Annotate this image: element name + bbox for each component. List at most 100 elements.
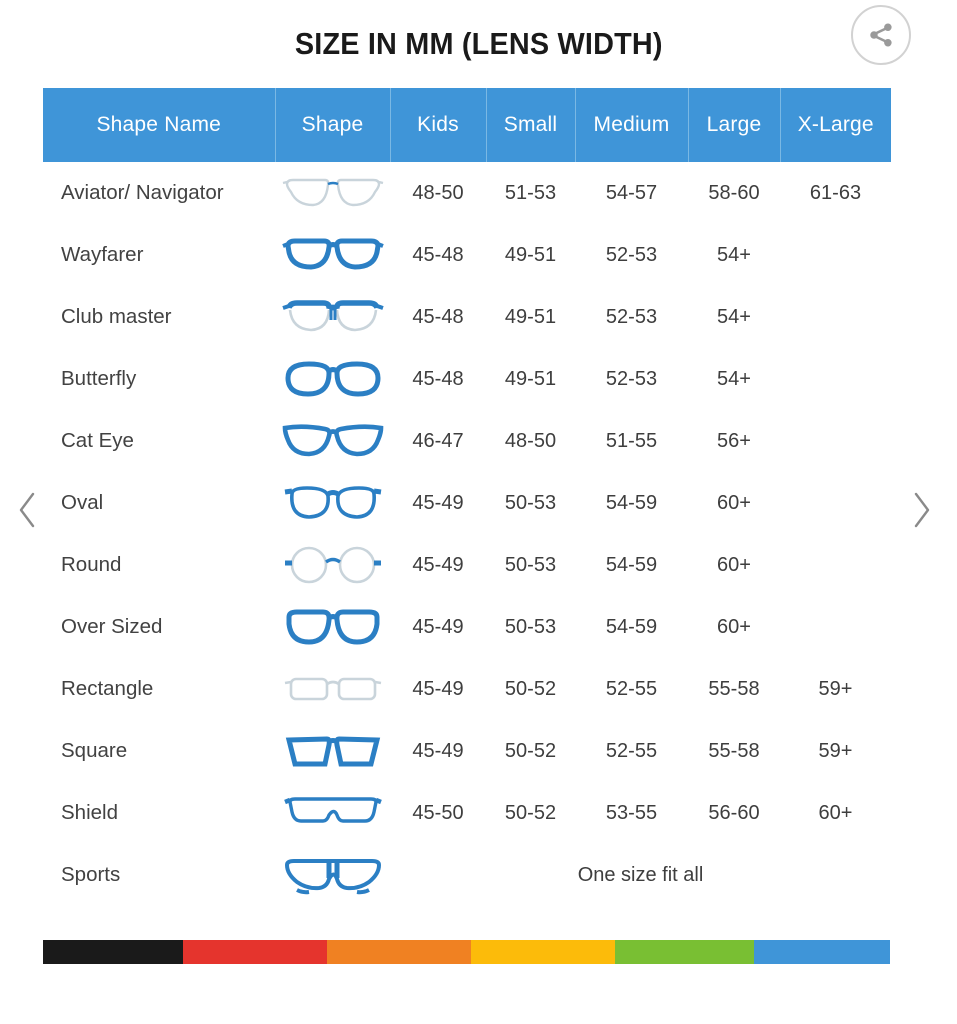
large-size-cell: 54+ bbox=[717, 305, 751, 328]
shape-name-cell: Cat Eye bbox=[61, 429, 134, 452]
size-table-container: Shape Name Shape Kids Small Medium Large… bbox=[43, 88, 891, 906]
large-size-cell: 55-58 bbox=[708, 677, 760, 700]
xlarge-size-cell bbox=[780, 286, 891, 348]
kids-size-cell: 45-50 bbox=[412, 801, 464, 824]
color-accent-bar bbox=[43, 940, 890, 964]
shape-icon-cell bbox=[275, 844, 390, 906]
column-header-large[interactable]: Large bbox=[688, 88, 781, 162]
small-size-cell: 49-51 bbox=[504, 305, 557, 328]
shape-name-cell: Shield bbox=[61, 801, 118, 824]
shape-name-cell: Aviator/ Navigator bbox=[61, 181, 224, 204]
table-row: Rectangle 45-49 50-52 52-55 55-58 59+ bbox=[43, 658, 891, 720]
medium-size-cell: 52-53 bbox=[605, 243, 658, 266]
glasses-round-icon bbox=[281, 546, 385, 584]
small-size-cell: 50-53 bbox=[504, 553, 557, 576]
xlarge-size-cell: 59+ bbox=[818, 677, 853, 700]
glasses-square-icon bbox=[281, 736, 385, 767]
column-header-shape[interactable]: Shape bbox=[275, 88, 391, 162]
table-header-row: Shape Name Shape Kids Small Medium Large… bbox=[43, 88, 891, 162]
glasses-rectangle-icon bbox=[281, 677, 385, 701]
medium-size-cell: 53-55 bbox=[605, 801, 658, 824]
large-size-cell: 56-60 bbox=[708, 801, 760, 824]
small-size-cell: 50-52 bbox=[504, 801, 557, 824]
small-size-cell: 50-53 bbox=[504, 491, 557, 514]
glasses-aviator-icon bbox=[281, 178, 385, 207]
shape-name-cell: Square bbox=[61, 739, 128, 762]
kids-size-cell: 45-49 bbox=[412, 553, 464, 576]
shape-icon-cell bbox=[275, 534, 390, 596]
medium-size-cell: 52-55 bbox=[605, 677, 658, 700]
xlarge-size-cell bbox=[780, 472, 891, 534]
kids-size-cell: 45-48 bbox=[412, 367, 464, 390]
large-size-cell: 55-58 bbox=[708, 739, 760, 762]
chevron-right-icon bbox=[909, 488, 935, 537]
glasses-oval-icon bbox=[281, 486, 385, 519]
medium-size-cell: 54-59 bbox=[605, 553, 658, 576]
carousel-next-button[interactable] bbox=[901, 482, 943, 542]
glasses-shield-icon bbox=[281, 797, 385, 823]
xlarge-size-cell: 61-63 bbox=[809, 181, 862, 204]
shape-icon-cell bbox=[275, 224, 390, 286]
large-size-cell: 60+ bbox=[717, 553, 751, 576]
carousel-prev-button[interactable] bbox=[6, 482, 48, 542]
column-header-xlarge[interactable]: X-Large bbox=[797, 113, 874, 136]
glasses-oversized-icon bbox=[281, 609, 385, 645]
large-size-cell: 54+ bbox=[717, 243, 751, 266]
table-row: Sports One size fit all bbox=[43, 844, 891, 906]
shape-name-cell: Sports bbox=[61, 863, 121, 886]
color-segment-black bbox=[43, 940, 183, 964]
color-segment-blue bbox=[754, 940, 890, 964]
shape-name-cell: Rectangle bbox=[61, 677, 154, 700]
large-size-cell: 58-60 bbox=[708, 181, 760, 204]
color-segment-red bbox=[182, 940, 327, 964]
xlarge-size-cell: 59+ bbox=[818, 739, 853, 762]
shape-icon-cell bbox=[275, 162, 390, 224]
glasses-wayfarer-icon bbox=[281, 238, 385, 270]
kids-size-cell: 45-49 bbox=[412, 615, 464, 638]
table-row: Butterfly 45-48 49-51 52-53 54+ bbox=[43, 348, 891, 410]
page-title: SIZE IN MM (LENS WIDTH) bbox=[294, 26, 663, 61]
xlarge-size-cell bbox=[780, 596, 891, 658]
table-row: Cat Eye 46-47 48-50 51-55 56+ bbox=[43, 410, 891, 472]
shape-name-cell: Oval bbox=[61, 491, 104, 514]
table-row: Aviator/ Navigator 48-50 51-53 54-57 58-60 61… bbox=[43, 162, 891, 224]
large-size-cell: 60+ bbox=[717, 615, 751, 638]
table-row: Over Sized 45-49 50-53 54-59 60+ bbox=[43, 596, 891, 658]
shape-icon-cell bbox=[275, 286, 390, 348]
share-button[interactable] bbox=[851, 5, 911, 65]
small-size-cell: 49-51 bbox=[504, 243, 557, 266]
column-header-small[interactable]: Small bbox=[486, 88, 576, 162]
table-row: Square 45-49 50-52 52-55 55-58 59+ bbox=[43, 720, 891, 782]
column-header-shape-name[interactable]: Shape Name bbox=[43, 88, 276, 162]
small-size-cell: 50-52 bbox=[504, 677, 557, 700]
column-header-medium[interactable]: Medium bbox=[575, 88, 689, 162]
table-row: Wayfarer 45-48 49-51 52-53 54+ bbox=[43, 224, 891, 286]
large-size-cell: 54+ bbox=[717, 367, 751, 390]
shape-name-cell: Over Sized bbox=[61, 615, 163, 638]
glasses-sports-icon bbox=[281, 859, 385, 895]
shape-name-cell: Round bbox=[61, 553, 122, 576]
medium-size-cell: 52-53 bbox=[605, 305, 658, 328]
shape-icon-cell bbox=[275, 720, 390, 782]
kids-size-cell: 48-50 bbox=[412, 181, 464, 204]
table-row: Shield 45-50 50-52 53-55 56-60 60+ bbox=[43, 782, 891, 844]
medium-size-cell: 52-53 bbox=[605, 367, 658, 390]
table-row: Oval 45-49 50-53 54-59 60+ bbox=[43, 472, 891, 534]
xlarge-size-cell bbox=[780, 348, 891, 410]
medium-size-cell: 54-57 bbox=[605, 181, 658, 204]
medium-size-cell: 51-55 bbox=[605, 429, 658, 452]
color-segment-yellow bbox=[470, 940, 615, 964]
large-size-cell: 60+ bbox=[717, 491, 751, 514]
shape-name-cell: Butterfly bbox=[61, 367, 137, 390]
table-row: Round 45-49 50-53 54-59 60+ bbox=[43, 534, 891, 596]
kids-size-cell: 45-49 bbox=[412, 739, 464, 762]
shape-icon-cell bbox=[275, 472, 390, 534]
large-size-cell: 56+ bbox=[717, 429, 751, 452]
page-title-bar: SIZE IN MM (LENS WIDTH) bbox=[0, 0, 957, 88]
xlarge-size-cell bbox=[780, 534, 891, 596]
color-segment-orange bbox=[326, 940, 471, 964]
xlarge-size-cell: 60+ bbox=[818, 801, 853, 824]
chevron-left-icon bbox=[14, 488, 40, 537]
column-header-kids[interactable]: Kids bbox=[390, 88, 487, 162]
